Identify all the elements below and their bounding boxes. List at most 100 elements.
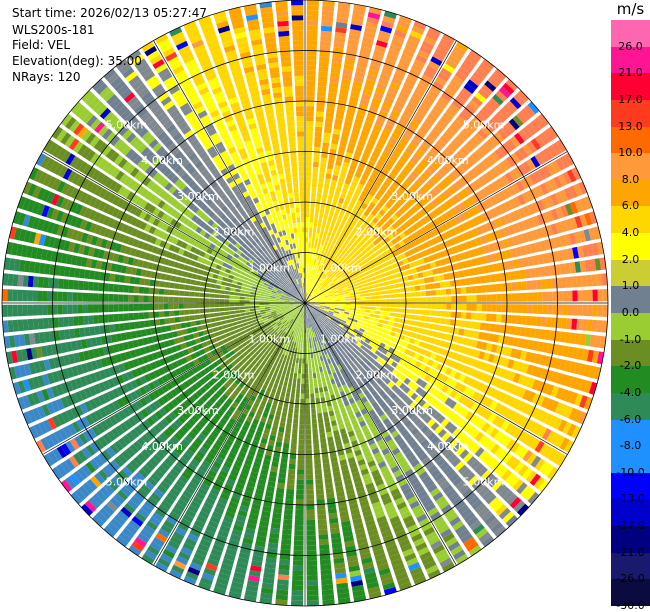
velocity-gate	[318, 71, 328, 77]
velocity-gate	[345, 299, 350, 301]
velocity-gate	[345, 303, 350, 305]
velocity-gate	[401, 293, 406, 297]
velocity-gate	[330, 303, 335, 304]
velocity-gate	[492, 304, 497, 312]
velocity-gate	[440, 282, 446, 288]
velocity-gate	[306, 454, 312, 459]
velocity-gate	[319, 539, 329, 545]
velocity-gate	[431, 310, 437, 316]
velocity-gate	[306, 81, 315, 86]
velocity-gate	[323, 214, 328, 220]
velocity-gate	[327, 369, 331, 375]
velocity-gate	[456, 312, 462, 319]
velocity-gate	[290, 454, 297, 460]
velocity-gate	[409, 281, 415, 286]
velocity-gate	[375, 296, 380, 299]
velocity-gate	[566, 318, 572, 329]
velocity-gate	[306, 480, 313, 485]
velocity-gate	[306, 389, 310, 394]
velocity-gate	[390, 289, 395, 293]
velocity-gate	[491, 314, 497, 322]
velocity-gate	[512, 293, 517, 302]
velocity-gate	[306, 96, 314, 101]
velocity-gate	[419, 322, 425, 328]
velocity-gate	[531, 280, 537, 290]
velocity-gate	[314, 454, 321, 460]
velocity-gate	[316, 494, 324, 500]
velocity-gate	[307, 30, 318, 35]
velocity-gate	[291, 367, 295, 373]
velocity-gate	[516, 282, 522, 291]
velocity-gate	[315, 132, 322, 138]
velocity-gate	[326, 107, 334, 113]
velocity-gate	[307, 0, 319, 5]
velocity-gate	[290, 449, 296, 455]
velocity-gate	[350, 298, 355, 300]
velocity-gate	[320, 559, 331, 565]
velocity-gate	[313, 223, 317, 228]
velocity-gate	[294, 373, 298, 378]
velocity-gate	[279, 468, 286, 474]
velocity-gate	[502, 304, 507, 312]
velocity-gate	[292, 575, 303, 580]
velocity-gate	[335, 298, 340, 300]
velocity-gate	[313, 162, 319, 168]
velocity-gate	[326, 169, 332, 175]
velocity-gate	[325, 478, 333, 484]
velocity-gate	[298, 459, 305, 464]
velocity-gate	[292, 362, 296, 367]
velocity-gate	[405, 287, 411, 292]
velocity-gate	[476, 313, 482, 320]
velocity-gate	[321, 443, 327, 449]
velocity-gate	[278, 473, 286, 479]
velocity-gate	[480, 276, 486, 284]
velocity-gate	[324, 473, 332, 479]
velocity-gate	[384, 286, 390, 290]
velocity-gate	[310, 207, 314, 212]
velocity-gate	[381, 299, 386, 302]
velocity-gate	[300, 399, 304, 404]
velocity-gate	[326, 173, 332, 179]
velocity-gate	[280, 463, 287, 469]
velocity-gate	[284, 438, 290, 444]
velocity-gate	[306, 101, 314, 106]
velocity-gate	[571, 276, 577, 287]
velocity-gate	[531, 316, 537, 326]
velocity-gate	[312, 172, 318, 178]
velocity-gate	[321, 31, 332, 37]
velocity-gate	[297, 383, 301, 388]
velocity-gate	[592, 320, 598, 332]
velocity-gate	[299, 419, 304, 424]
velocity-gate	[421, 310, 426, 315]
velocity-gate	[306, 439, 312, 444]
velocity-gate	[417, 328, 423, 334]
velocity-gate	[372, 280, 378, 284]
velocity-gate	[321, 224, 325, 230]
velocity-gate	[322, 366, 326, 372]
velocity-gate	[350, 295, 355, 298]
velocity-gate	[373, 284, 379, 288]
velocity-gate	[307, 15, 319, 20]
velocity-gate	[364, 286, 370, 290]
velocity-gate	[326, 364, 330, 370]
velocity-gate	[308, 353, 311, 358]
velocity-gate	[322, 407, 327, 413]
velocity-gate	[310, 343, 312, 348]
velocity-gate	[316, 489, 324, 495]
velocity-gate	[284, 366, 288, 372]
velocity-gate	[310, 394, 314, 399]
velocity-gate	[310, 348, 313, 353]
velocity-gate	[306, 419, 311, 424]
velocity-gate	[322, 193, 327, 199]
velocity-gate	[285, 428, 291, 434]
velocity-gate	[487, 294, 492, 302]
velocity-gate	[305, 242, 308, 247]
velocity-gate	[490, 274, 496, 282]
velocity-gate	[293, 419, 298, 424]
velocity-gate	[380, 307, 385, 311]
velocity-gate	[306, 222, 309, 227]
velocity-gate	[522, 293, 527, 302]
velocity-gate	[434, 276, 440, 282]
velocity-gate	[359, 288, 365, 291]
velocity-gate	[292, 586, 304, 591]
